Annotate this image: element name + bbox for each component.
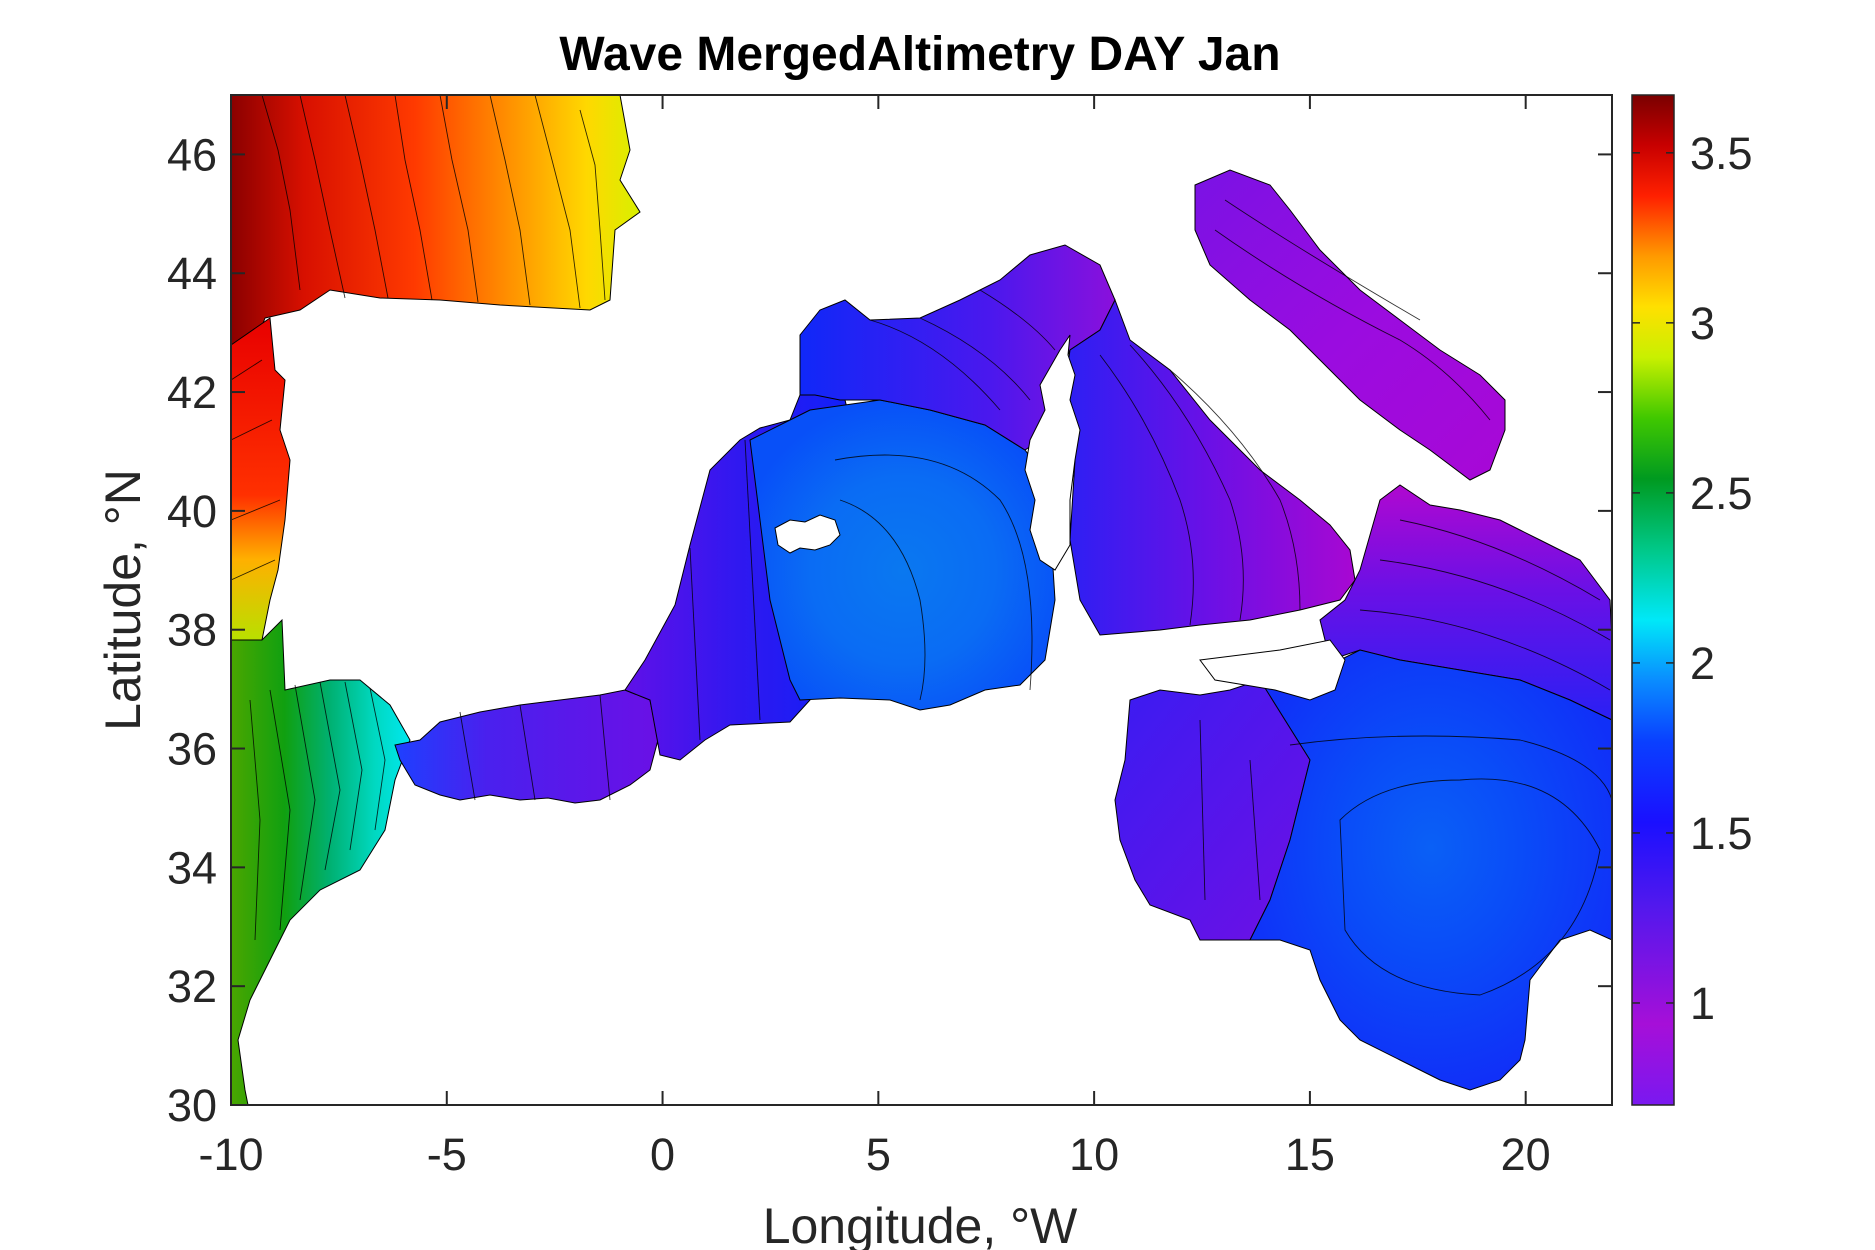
x-axis-label: Longitude, °W	[763, 1198, 1078, 1250]
sea-region-algerian-basin	[749, 399, 1056, 711]
colorbar-ticks: 1 1.5 2 2.5 3 3.5	[1632, 128, 1753, 1029]
y-tick-label: 42	[167, 367, 217, 418]
island-sicily	[1199, 639, 1346, 701]
y-tick-label: 40	[167, 486, 217, 537]
colorbar-tick-label: 2	[1690, 638, 1715, 689]
sea-region-adriatic-sea	[1194, 169, 1506, 481]
colorbar-tick-label: 1	[1690, 978, 1715, 1029]
y-tick-label: 44	[167, 248, 217, 299]
y-axis-ticks: 30 32 34 36 38 40 42 44 46	[167, 129, 1612, 1131]
y-tick-label: 32	[167, 961, 217, 1012]
colorbar-scale	[1631, 94, 1675, 1106]
sea-region-central-mediterranean	[1249, 649, 1613, 1091]
island-balearics	[774, 514, 841, 554]
y-tick-label: 36	[167, 724, 217, 775]
x-tick-label: 10	[1069, 1129, 1119, 1180]
wave-height-field	[230, 94, 1613, 1106]
colorbar-tick-label: 2.5	[1690, 468, 1753, 519]
island-corsica	[1024, 334, 1081, 571]
y-tick-label: 46	[167, 129, 217, 180]
sea-region-tyrrhenian-sea	[1059, 298, 1356, 636]
colorbar-tick-label: 3	[1690, 298, 1715, 349]
colorbar: 1 1.5 2 2.5 3 3.5	[1631, 94, 1753, 1106]
plot-area-frame	[230, 94, 1613, 1106]
x-tick-label: 15	[1285, 1129, 1335, 1180]
y-tick-label: 38	[167, 605, 217, 656]
colorbar-tick-label: 3.5	[1690, 128, 1753, 179]
x-tick-label: 5	[866, 1129, 891, 1180]
y-tick-label: 34	[167, 842, 217, 893]
x-tick-label: 20	[1501, 1129, 1551, 1180]
x-tick-label: -10	[198, 1129, 263, 1180]
x-tick-label: 0	[650, 1129, 675, 1180]
y-axis-label: Latitude, °N	[95, 469, 151, 731]
colorbar-tick-label: 1.5	[1690, 808, 1753, 859]
x-tick-label: -5	[427, 1129, 467, 1180]
x-axis-ticks: -10 -5 0 5 10 15 20	[198, 95, 1551, 1180]
chart-title: Wave MergedAltimetry DAY Jan	[559, 28, 1280, 81]
contour-lines	[230, 94, 1613, 996]
sea-region-gulf-of-cadiz	[230, 618, 411, 1106]
sea-region-bay-of-biscay	[230, 94, 641, 346]
y-tick-label: 30	[167, 1080, 217, 1131]
sea-region-portugal-coast	[230, 317, 291, 641]
